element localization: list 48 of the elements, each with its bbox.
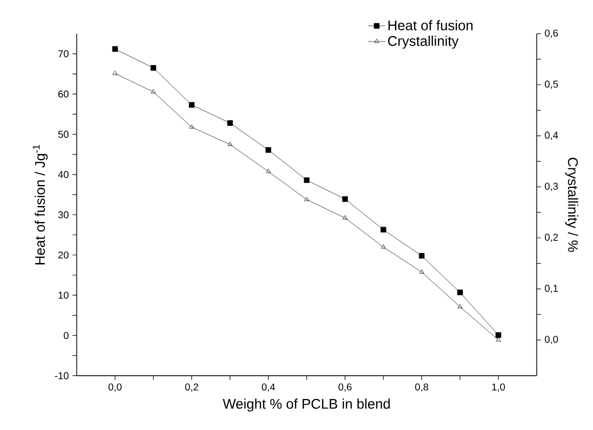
y2-tick-label: 0,3 [544,182,558,191]
x-tick-label: 0,2 [185,383,198,392]
point [380,226,386,232]
y2-tick-label: 0,6 [544,30,558,38]
y-tick-label: 20 [58,251,69,259]
y2-tick-label: 0,5 [544,80,558,89]
point [112,46,118,52]
x-tick-label: 1,0 [492,383,505,392]
x-axis-title: Weight % of PCLB in blend [222,398,390,412]
point [266,147,272,153]
point [189,124,194,129]
x-tick-label: 0,4 [262,383,276,392]
y-tick-label: -10 [54,372,69,380]
point [418,253,424,259]
point [188,102,194,108]
x-tick-label: 0,8 [415,383,428,392]
y-tick-label: 50 [58,130,69,138]
y-tick-label: 10 [58,292,69,299]
point [419,269,424,274]
y2-tick-label: 0,4 [544,132,558,140]
point [266,168,271,174]
y-tick-label: 30 [58,211,69,218]
point [304,177,310,183]
legend-label: Heat of fusion [388,20,473,30]
y2-tick-label: 0,0 [544,336,558,344]
point [150,65,156,71]
y2-tick-label: 0,2 [544,234,558,242]
x-tick-label: 0,6 [338,383,352,392]
point [496,332,502,338]
point [228,142,232,146]
y2-axis-title: Crystallinity / % [565,158,578,252]
legend-label: Crystallinity [388,36,459,49]
point [342,215,348,220]
point [380,244,386,249]
point [227,120,233,126]
point [304,196,310,202]
y-tick-label: 60 [58,90,69,98]
y-tick-label: 0 [64,332,69,339]
point [112,70,118,76]
y-axis-title: Heat of fusion / Jg$^{-1}$ [32,144,48,264]
y-tick-label: 40 [58,171,69,178]
point [457,290,463,296]
y-tick-label: 70 [58,50,69,58]
point [458,304,462,308]
point [150,89,156,94]
x-tick-label: 0,0 [108,383,122,392]
point [342,196,348,202]
y2-tick-label: 0,1 [544,284,558,294]
